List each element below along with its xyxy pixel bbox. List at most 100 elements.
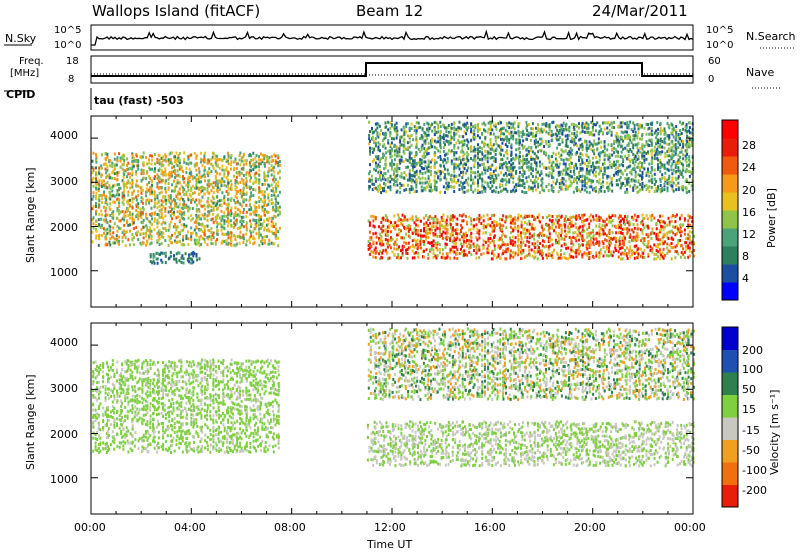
echo-cell	[368, 242, 371, 246]
echo-cell	[447, 181, 450, 185]
echo-cell	[478, 150, 481, 154]
echo-cell	[527, 123, 530, 126]
echo-cell	[603, 121, 606, 125]
echo-cell	[212, 201, 215, 205]
echo-cell	[97, 187, 100, 190]
echo-cell	[677, 239, 680, 242]
echo-cell	[386, 216, 389, 220]
echo-cell	[691, 216, 694, 220]
echo-cell	[176, 210, 179, 214]
echo-cell	[427, 133, 430, 137]
echo-cell	[581, 243, 584, 247]
echo-cell	[198, 170, 201, 174]
echo-cell	[620, 246, 622, 250]
echo-cell	[203, 175, 206, 179]
echo-cell	[517, 156, 520, 159]
echo-cell	[522, 216, 525, 220]
echo-cell	[569, 156, 572, 160]
echo-cell	[97, 218, 100, 222]
echo-cell	[501, 238, 504, 242]
echo-cell	[524, 243, 527, 247]
echo-cell	[456, 257, 459, 261]
echo-cell	[278, 176, 281, 180]
echo-cell	[266, 174, 268, 178]
echo-cell	[258, 234, 261, 238]
echo-cell	[494, 124, 497, 128]
echo-cell	[424, 131, 427, 135]
echo-cell	[691, 242, 694, 246]
echo-cell	[514, 225, 517, 229]
echo-cell	[258, 206, 261, 209]
echo-cell	[491, 128, 494, 132]
echo-cell	[227, 204, 230, 208]
echo-cell	[403, 245, 406, 248]
echo-cell	[245, 239, 248, 243]
echo-cell	[378, 187, 381, 191]
echo-cell	[693, 241, 695, 245]
echo-cell	[478, 158, 481, 162]
echo-cell	[169, 202, 172, 206]
echo-cell	[387, 169, 390, 173]
echo-cell	[560, 256, 563, 260]
echo-cell	[576, 130, 579, 134]
echo-cell	[624, 227, 626, 231]
echo-cell	[261, 160, 264, 164]
echo-cell	[432, 225, 435, 229]
echo-cell	[195, 180, 198, 184]
echo-cell	[193, 191, 196, 195]
echo-cell	[523, 145, 526, 149]
echo-cell	[250, 176, 253, 180]
echo-cell	[495, 142, 498, 146]
echo-cell	[449, 141, 452, 145]
echo-cell	[505, 257, 508, 261]
echo-cell	[679, 216, 681, 220]
echo-cell	[149, 213, 152, 217]
echo-cell	[615, 136, 618, 140]
echo-cell	[423, 229, 425, 233]
echo-cell	[589, 219, 592, 223]
echo-cell	[132, 189, 135, 193]
echo-cell	[261, 236, 264, 239]
echo-cell	[419, 239, 422, 243]
echo-cell	[410, 122, 413, 126]
echo-cell	[395, 224, 398, 228]
echo-cell	[373, 248, 376, 252]
echo-cell	[476, 249, 479, 253]
echo-cell	[249, 203, 251, 207]
echo-cell	[565, 128, 568, 132]
echo-cell	[560, 214, 563, 218]
echo-cell	[164, 227, 167, 231]
echo-cell	[481, 184, 484, 188]
echo-cell	[513, 165, 516, 169]
echo-cell	[169, 158, 172, 162]
echo-cell	[462, 173, 465, 177]
echo-cell	[177, 181, 180, 185]
echo-cell	[504, 183, 507, 187]
echo-cell	[254, 200, 257, 204]
echo-cell	[126, 181, 129, 185]
echo-cell	[607, 166, 610, 170]
echo-cell	[445, 126, 448, 130]
echo-cell	[475, 251, 478, 255]
echo-cell	[378, 252, 381, 256]
echo-cell	[533, 184, 536, 188]
echo-cell	[374, 231, 377, 235]
echo-cell	[206, 161, 209, 165]
echo-cell	[420, 185, 423, 189]
echo-cell	[261, 190, 264, 193]
echo-cell	[263, 198, 266, 202]
echo-cell	[275, 187, 278, 191]
echo-cell	[560, 153, 563, 157]
echo-cell	[188, 171, 191, 175]
echo-cell	[551, 167, 554, 171]
echo-cell	[411, 243, 414, 247]
echo-cell	[675, 244, 678, 248]
echo-cell	[482, 252, 485, 255]
nsky-tick-bottom: 10^0	[54, 40, 81, 51]
echo-cell	[187, 183, 190, 187]
echo-cell	[536, 248, 539, 252]
echo-cell	[618, 220, 621, 224]
echo-cell	[190, 189, 193, 193]
echo-cell	[116, 171, 119, 175]
